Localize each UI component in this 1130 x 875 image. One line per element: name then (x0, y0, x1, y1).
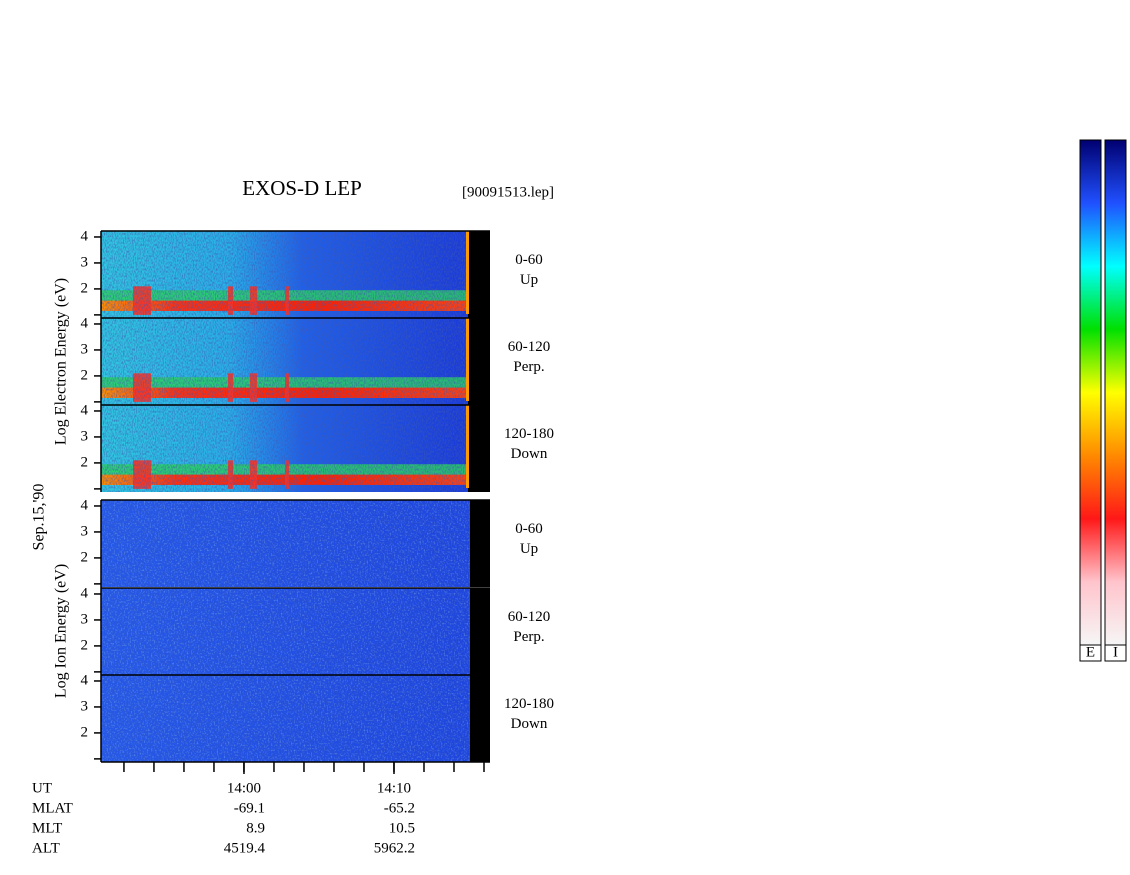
y-tick-label: 2 (81, 549, 89, 565)
ephemeris-value: 8.9 (246, 820, 265, 836)
colorbar (1079, 139, 1102, 646)
y-tick-label: 3 (81, 428, 89, 444)
colorbar (1104, 139, 1127, 646)
ephemeris-value: -65.2 (384, 800, 415, 816)
panel-label: Up (520, 541, 538, 557)
ephemeris-value: -69.1 (234, 800, 265, 816)
y-tick-label: 2 (81, 637, 89, 653)
spectrogram-noise (101, 588, 470, 675)
colorbar-label: I (1113, 644, 1118, 660)
chart-title: EXOS-D LEP (242, 176, 362, 200)
edge-line (466, 231, 469, 314)
y-tick-label: 2 (81, 280, 89, 296)
panel-label: 0-60 (515, 521, 543, 537)
colorbar-label: E (1086, 644, 1095, 660)
y-tick-label: 4 (81, 585, 89, 601)
y-tick-label: 4 (81, 402, 89, 418)
panel-label: Up (520, 272, 538, 288)
ephemeris-value: 5962.2 (374, 840, 415, 856)
panel-label: 120-180 (504, 426, 554, 442)
row-label: ALT (32, 840, 60, 856)
y-tick-label: 2 (81, 367, 89, 383)
row-label: MLAT (32, 800, 73, 816)
spectrogram-noise (101, 318, 468, 405)
y-axis-title: Log Ion Energy (eV) (53, 564, 70, 698)
date-label: Sep.15,'90 (31, 484, 48, 551)
edge-line (466, 318, 469, 401)
ephemeris-value: 4519.4 (224, 840, 266, 856)
y-axis-title: Log Electron Energy (eV) (53, 278, 70, 445)
ephemeris-value: 10.5 (389, 820, 415, 836)
y-tick-label: 3 (81, 698, 89, 714)
x-tick-label: 14:10 (377, 780, 411, 796)
y-tick-label: 3 (81, 341, 89, 357)
spectrogram-noise (101, 231, 468, 318)
panel-label: Perp. (513, 629, 544, 645)
y-tick-label: 3 (81, 254, 89, 270)
y-tick-label: 2 (81, 724, 89, 740)
spectrogram-noise (101, 405, 468, 492)
y-tick-label: 3 (81, 611, 89, 627)
y-tick-label: 4 (81, 672, 89, 688)
colorbar-label-box (1079, 644, 1102, 662)
file-name: [90091513.lep] (462, 184, 554, 200)
panel-label: 60-120 (508, 609, 551, 625)
x-tick-label: 14:00 (227, 780, 261, 796)
spectrogram-noise (101, 500, 470, 587)
row-label: MLT (32, 820, 62, 836)
panel-label: Down (511, 446, 548, 462)
spectrogram-noise (101, 675, 470, 762)
y-tick-label: 2 (81, 454, 89, 470)
y-tick-label: 4 (81, 315, 89, 331)
panel-label: Perp. (513, 359, 544, 375)
y-tick-label: 3 (81, 523, 89, 539)
panel-label: 120-180 (504, 696, 554, 712)
panel-label: Down (511, 716, 548, 732)
colorbar-label-box (1104, 644, 1127, 662)
y-tick-label: 4 (81, 228, 89, 244)
panel-label: 60-120 (508, 339, 551, 355)
panel-label: 0-60 (515, 252, 543, 268)
edge-line (466, 405, 469, 488)
row-label: UT (32, 780, 52, 796)
y-tick-label: 4 (81, 497, 89, 513)
